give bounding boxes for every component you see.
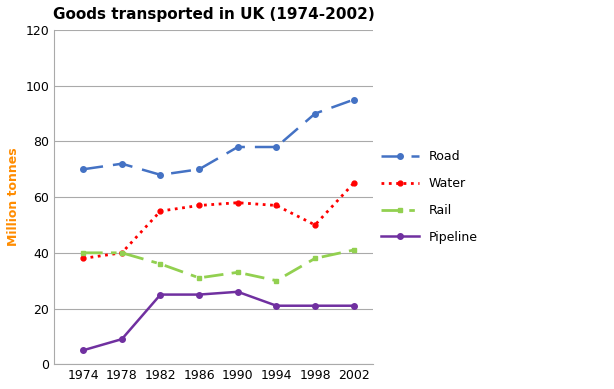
Road [195, 167, 203, 172]
Road [234, 145, 241, 149]
Pipeline [311, 303, 319, 308]
Pipeline [234, 289, 241, 294]
Road [273, 145, 280, 149]
Road [157, 172, 164, 177]
Pipeline [80, 348, 87, 352]
Rail [350, 248, 357, 252]
Rail [273, 278, 280, 283]
Water [195, 203, 203, 208]
Road [80, 167, 87, 172]
Title: Goods transported in UK (1974-2002): Goods transported in UK (1974-2002) [53, 7, 375, 22]
Water [311, 223, 319, 227]
Road [118, 161, 125, 166]
Pipeline [157, 292, 164, 297]
Water [273, 203, 280, 208]
Road [311, 111, 319, 116]
Rail [118, 251, 125, 255]
Legend: Road, Water, Rail, Pipeline: Road, Water, Rail, Pipeline [376, 145, 483, 249]
Rail [234, 270, 241, 275]
Rail [157, 262, 164, 266]
Pipeline [273, 303, 280, 308]
Water [234, 200, 241, 205]
Water [118, 251, 125, 255]
Rail [195, 275, 203, 280]
Line: Pipeline: Pipeline [80, 289, 357, 353]
Line: Water: Water [81, 181, 356, 261]
Pipeline [195, 292, 203, 297]
Rail [80, 251, 87, 255]
Road [350, 97, 357, 102]
Water [350, 181, 357, 186]
Line: Rail: Rail [81, 248, 356, 283]
Rail [311, 256, 319, 261]
Water [157, 209, 164, 214]
Water [80, 256, 87, 261]
Y-axis label: Million tonnes: Million tonnes [7, 148, 20, 247]
Pipeline [118, 337, 125, 342]
Pipeline [350, 303, 357, 308]
Line: Road: Road [80, 97, 357, 178]
